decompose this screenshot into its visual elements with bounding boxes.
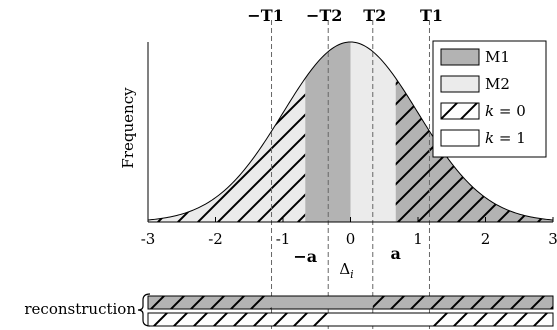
legend-swatch-k1	[440, 129, 480, 147]
x-tick-label: -1	[276, 230, 291, 248]
x-tick-label: 0	[346, 230, 356, 248]
x-tick-label: 1	[413, 230, 423, 248]
axes: -3 -2 -1 0 1 2 3 Δi	[141, 42, 557, 281]
recon-row1-hatch-left	[148, 296, 272, 309]
recon-row2-border	[147, 312, 554, 327]
threshold-lines	[271, 20, 430, 330]
legend-swatch-m1	[440, 48, 480, 66]
legend-label-m2: M2	[485, 75, 510, 93]
legend-label-m1: M1	[485, 48, 510, 66]
threshold-label-3: T1	[420, 6, 443, 25]
recon-row2-hatch-left	[148, 313, 329, 326]
threshold-labels: −a a −T1 −T2 T2 T1	[247, 6, 443, 266]
threshold-label-2: T2	[363, 6, 386, 25]
recon-row1-hatch-right	[372, 296, 553, 309]
density-curve	[147, 41, 554, 221]
region-right-hatch	[395, 78, 553, 222]
region-left-hatch	[148, 78, 306, 222]
legend-label-k1: k = 1	[485, 129, 526, 147]
x-tick-label: -2	[208, 230, 223, 248]
y-axis-label: Frequency	[119, 87, 137, 169]
recon-row2-hatch-right	[429, 313, 553, 326]
x-axis-label: Δi	[339, 260, 353, 281]
legend-swatch-m2	[440, 75, 480, 93]
x-tick-label: -3	[141, 230, 156, 248]
recon-label: reconstruction	[24, 300, 136, 318]
recon-brace	[137, 293, 151, 327]
x-tick-label: 3	[548, 230, 557, 248]
reconstruction-bars: reconstruction	[24, 293, 554, 327]
legend-label-k0: k = 0	[485, 102, 526, 120]
recon-row1-border	[147, 295, 554, 310]
threshold-label-0: −T1	[247, 6, 283, 25]
x-tick-label: 2	[481, 230, 491, 248]
boundary-label-neg-a: −a	[293, 247, 317, 266]
legend: M1 M2 k = 0 k = 1	[432, 40, 547, 158]
threshold-label-1: −T2	[306, 6, 342, 25]
boundary-label-a: a	[391, 244, 401, 263]
legend-swatch-k0	[440, 102, 480, 120]
